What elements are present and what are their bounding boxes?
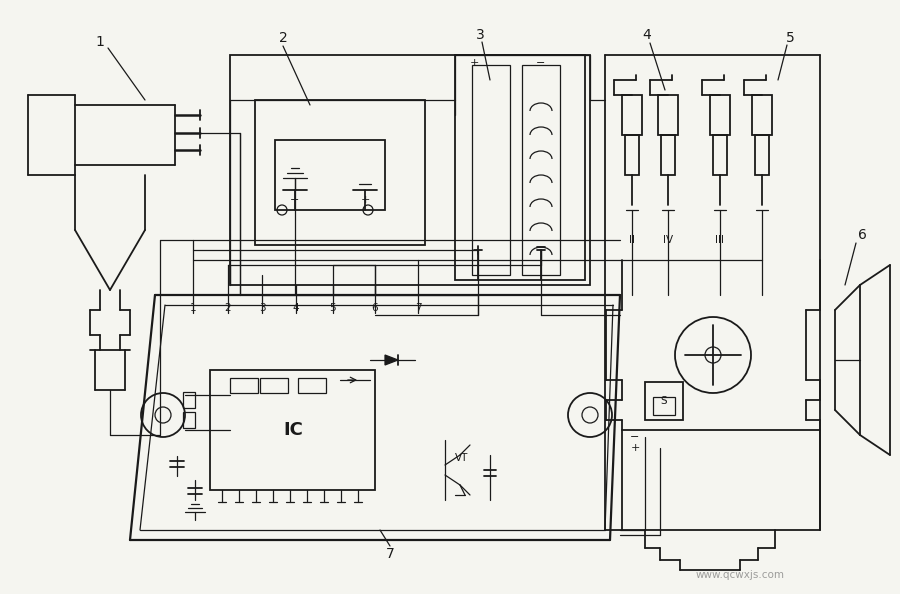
Bar	[275, 140, 385, 210]
Bar	[522, 65, 560, 275]
Text: 5: 5	[329, 303, 337, 313]
Bar	[255, 100, 425, 245]
Text: 4: 4	[292, 303, 300, 313]
Text: II: II	[629, 235, 635, 245]
Bar	[625, 135, 639, 175]
Text: +: +	[630, 443, 640, 453]
Bar	[230, 378, 258, 393]
Polygon shape	[385, 355, 398, 365]
Text: 5: 5	[786, 31, 795, 45]
Text: IC: IC	[284, 421, 303, 439]
Text: 3: 3	[475, 28, 484, 42]
Text: +: +	[360, 195, 370, 205]
Text: 1: 1	[95, 35, 104, 49]
Text: IV: IV	[663, 235, 673, 245]
Bar	[183, 392, 195, 408]
Bar	[713, 135, 727, 175]
Bar	[622, 95, 642, 135]
Text: VT: VT	[455, 453, 469, 463]
Bar	[455, 55, 585, 280]
Text: 6: 6	[372, 303, 378, 313]
Bar	[752, 95, 772, 135]
Text: −: −	[536, 58, 545, 68]
Text: S: S	[661, 396, 667, 406]
Text: III: III	[716, 235, 724, 245]
Bar	[661, 135, 675, 175]
Bar	[298, 378, 326, 393]
Bar	[710, 95, 730, 135]
Text: 1: 1	[190, 303, 196, 313]
Text: 3: 3	[258, 303, 265, 313]
Text: 6: 6	[858, 228, 867, 242]
Bar	[183, 412, 195, 428]
Text: 7: 7	[385, 547, 394, 561]
Bar	[230, 55, 590, 285]
Text: 2: 2	[225, 303, 231, 313]
Bar	[210, 370, 375, 490]
Bar	[472, 65, 510, 275]
Text: +: +	[469, 58, 479, 68]
Bar	[260, 378, 288, 393]
Bar	[645, 382, 683, 420]
Text: 2: 2	[279, 31, 287, 45]
Text: I: I	[760, 235, 763, 245]
Text: −: −	[291, 195, 300, 205]
Bar	[653, 397, 675, 415]
Text: −: −	[630, 432, 640, 442]
Text: www.qcwxjs.com: www.qcwxjs.com	[696, 570, 785, 580]
Bar	[658, 95, 678, 135]
Text: 4: 4	[643, 28, 652, 42]
Text: 7: 7	[415, 303, 421, 313]
Bar	[755, 135, 769, 175]
